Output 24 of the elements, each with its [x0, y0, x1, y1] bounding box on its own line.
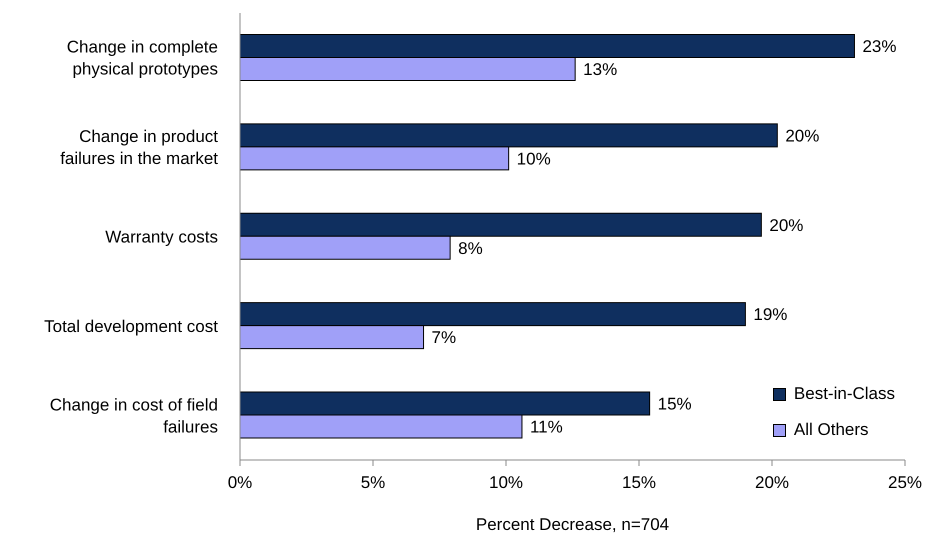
data-label: 7%: [432, 328, 456, 348]
data-label: 8%: [458, 238, 483, 258]
y-tick-label: Warranty costs: [105, 227, 218, 246]
data-label: 10%: [516, 149, 551, 168]
data-label: 20%: [769, 216, 804, 235]
y-tick-label: Change in product failures in the market: [60, 126, 218, 168]
x-tick-label: 20%: [754, 473, 790, 492]
legend-label: Best-in-Class: [794, 384, 895, 404]
data-label: 23%: [862, 36, 896, 56]
x-axis-title: Percent Decrease, n=704: [476, 515, 670, 534]
data-label: 11%: [530, 418, 563, 437]
data-label: 20%: [785, 126, 820, 146]
data-label: 13%: [583, 60, 618, 79]
x-tick-label: 5%: [360, 473, 386, 492]
y-tick-label: Total development cost: [44, 316, 218, 336]
x-tick-label: 25%: [888, 473, 922, 492]
legend-label: All Others: [794, 420, 869, 440]
x-tick-label: 10%: [488, 473, 524, 492]
data-label: 19%: [753, 305, 788, 324]
x-tick-label: 0%: [228, 473, 252, 492]
data-label: 15%: [658, 394, 692, 414]
x-tick-label: 15%: [622, 473, 656, 492]
y-tick-label: Change in cost of field failures: [50, 394, 218, 436]
y-tick-label: Change in complete physical prototypes: [66, 37, 218, 78]
